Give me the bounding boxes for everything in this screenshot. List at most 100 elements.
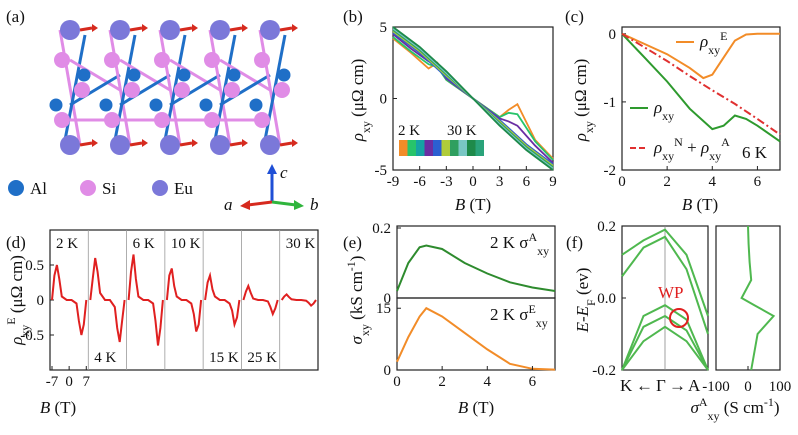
x-tick-label: 4: [484, 374, 492, 390]
segment-label: 4 K: [94, 350, 116, 366]
x-tick-label: 6: [529, 374, 537, 390]
x-tick-label: -7: [46, 374, 59, 390]
annotation-e2: 2 K σExy: [490, 302, 548, 330]
atom-legend: Al Si Eu: [8, 179, 193, 198]
x-axis-label-d: B (T): [40, 398, 76, 417]
al-atom: [199, 98, 213, 112]
si-atom: [254, 112, 270, 128]
spin-arrow: [129, 141, 143, 147]
x-tick-label: 0: [65, 374, 73, 390]
spin-arrowhead: [192, 139, 198, 147]
spin-arrow: [229, 141, 243, 147]
spin-arrow: [129, 26, 143, 32]
y-tick-label: 0.2: [372, 221, 391, 237]
series-line-e2: [396, 306, 556, 371]
colorbar-swatch: [433, 140, 442, 156]
eu-atom: [110, 135, 130, 155]
segment-line-10K: [165, 268, 203, 332]
bond: [169, 73, 221, 107]
bond-network: [58, 29, 287, 146]
series-line-2: [621, 32, 781, 136]
panel-label-f: (f): [566, 233, 583, 252]
segment-label: 25 K: [247, 350, 277, 366]
al-atom: [99, 98, 113, 112]
al-atom: [49, 98, 63, 112]
colorbar-swatch: [458, 140, 467, 156]
al-atom: [277, 68, 291, 82]
plot-frame-e2: [396, 297, 556, 371]
weyl-point-marker: [669, 308, 689, 328]
x-axis-label-b: B (T): [455, 195, 491, 214]
colorbar-swatch: [467, 140, 476, 156]
colorbar-swatch: [424, 140, 433, 156]
series-line-e1: [396, 244, 556, 292]
spin-arrowhead: [242, 139, 248, 147]
axis-a-label: a: [224, 195, 233, 214]
x-axis-label-f: σAxy (S cm-1): [690, 395, 779, 423]
segment-label: 15 K: [209, 350, 239, 366]
spin-arrow: [279, 141, 293, 147]
bond: [108, 29, 132, 146]
spin-arrow: [229, 26, 243, 32]
si-atom: [154, 52, 170, 68]
x-tick-label: 0: [744, 379, 752, 395]
atom-layer: [49, 20, 298, 155]
y-axis-label-b: ρxy (μΩ cm): [348, 59, 373, 143]
bond: [158, 29, 182, 146]
x-tick-label: 7: [83, 374, 91, 390]
segment-line-15K: [204, 271, 241, 329]
legend-label: Eu: [174, 179, 193, 198]
colorbar-label-low: 2 K: [398, 123, 420, 139]
spin-arrowhead: [242, 24, 248, 32]
colorbar-swatch: [441, 140, 450, 156]
eu-atom: [260, 20, 280, 40]
al-atom: [227, 68, 241, 82]
annotation-wp: WP: [658, 283, 684, 302]
legend-label: Al: [30, 179, 47, 198]
eu-atom: [260, 135, 280, 155]
segment-label: 6 K: [133, 236, 155, 252]
eu-atom: [160, 20, 180, 40]
si-atom: [104, 112, 120, 128]
y-axis-label-e: σxy (kS cm-1): [344, 256, 372, 345]
panel-d: (d)-0.500.52 K4 K6 K 10 K15 K 25 K30 K-7 0 7…: [4, 229, 319, 417]
si-atom: [204, 52, 220, 68]
y-tick-label: -1: [604, 95, 617, 111]
panel-label-d: (d): [6, 233, 26, 252]
si-atom: [224, 82, 240, 98]
y-tick-label: 0: [380, 92, 388, 108]
panel-label-b: (b): [343, 7, 363, 26]
colorbar-swatch: [399, 140, 408, 156]
si-atom: [124, 82, 140, 98]
x-tick-label: 3: [496, 174, 504, 190]
si-atom: [204, 112, 220, 128]
x-tick-label: -6: [413, 174, 426, 190]
panel-label-c: (c): [565, 7, 584, 26]
spin-arrowhead: [142, 24, 148, 32]
al-atom: [249, 98, 263, 112]
series-line-1: [621, 33, 781, 143]
segment-label: 30 K: [286, 236, 316, 252]
conductivity-line: [740, 225, 776, 371]
y-tick-label: 0.0: [597, 291, 616, 307]
panel-label-a: (a): [6, 7, 25, 26]
panel-c: (c) 0 2 4 6 0 -1 -2 ρxyE ρxy ρxyN + ρxyA 6 K B (T) ρx…: [565, 7, 781, 214]
y-tick-label: 0.5: [25, 258, 44, 274]
series-line-0: [621, 32, 780, 80]
x-tick-label: 6: [754, 174, 762, 190]
segment-line-25K: [242, 283, 279, 317]
kpath-arrow-right: →: [669, 376, 686, 395]
si-atom: [154, 112, 170, 128]
crystal-axes: c a b: [224, 163, 319, 214]
si-atom: [54, 112, 70, 128]
legend-label-sum: ρxyN + ρxyA: [653, 135, 730, 163]
segment-line-30K: [280, 292, 317, 308]
segment-label: 10 K: [171, 236, 201, 252]
legend-swatch: [152, 180, 168, 196]
axis-b-label: b: [310, 195, 319, 214]
plot-frame-c: [621, 26, 781, 171]
legend-swatch: [8, 180, 24, 196]
x-tick-label: 6: [523, 174, 531, 190]
